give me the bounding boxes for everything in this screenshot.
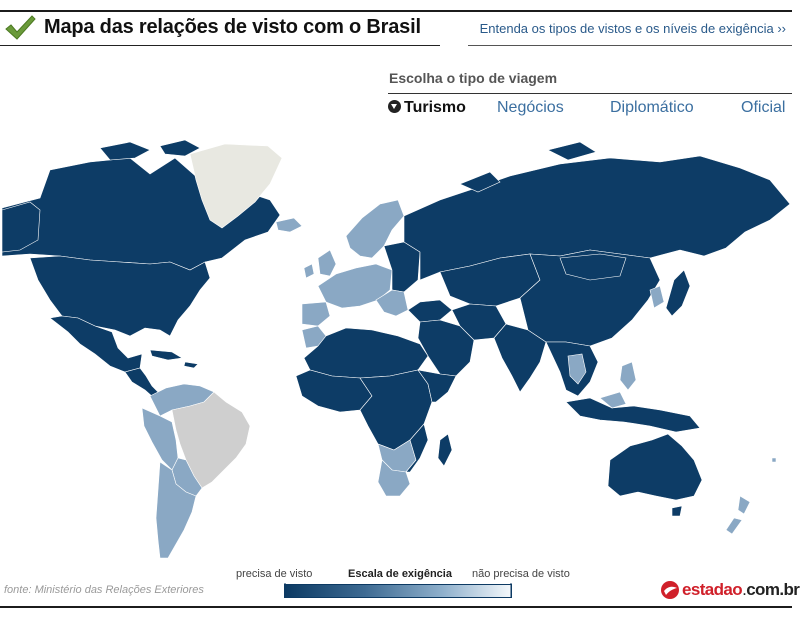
page-title: Mapa das relações de visto com o Brasil (44, 16, 421, 38)
tabs-divider (388, 93, 792, 94)
country-south-africa[interactable] (377, 459, 411, 497)
visa-types-link[interactable]: Entenda os tipos de vistos e os níveis d… (479, 21, 786, 36)
country-greenland[interactable] (189, 143, 283, 229)
country-australia[interactable] (607, 433, 703, 501)
tab-diplomatico[interactable]: Diplomático (610, 99, 694, 116)
country-india[interactable] (493, 323, 547, 393)
asia (403, 141, 791, 433)
country-philippines[interactable] (619, 361, 637, 391)
legend-right-label: não precisa de visto (472, 568, 570, 580)
tab-turismo-label: Turismo (404, 99, 466, 116)
travel-type-heading: Escolha o tipo de viagem (389, 70, 558, 86)
country-turkey-caucasus[interactable] (407, 299, 453, 323)
country-iberia[interactable] (301, 301, 331, 327)
country-japan[interactable] (665, 269, 691, 317)
country-indonesia[interactable] (565, 397, 701, 433)
title-underline (0, 45, 440, 46)
estadao-logo[interactable]: estadao.com.br (660, 578, 800, 602)
world-map (1, 140, 791, 559)
tab-oficial[interactable]: Oficial (741, 99, 786, 116)
country-pacific-islands[interactable] (771, 457, 777, 463)
country-new-zealand[interactable] (725, 495, 751, 535)
data-source: fonte: Ministério das Relações Exteriore… (4, 584, 204, 596)
logo-brand: estadao (682, 580, 743, 599)
bottom-rule (0, 606, 792, 608)
tab-negocios[interactable]: Negócios (497, 99, 564, 116)
country-malaysia-borneo[interactable] (599, 391, 627, 409)
estadao-logo-text: estadao.com.br (682, 580, 800, 600)
logo-tld: com.br (746, 580, 800, 599)
country-usa[interactable] (29, 255, 211, 337)
legend-title: Escala de exigência (348, 568, 452, 580)
chevron-down-icon (388, 100, 401, 113)
legend-left-label: precisa de visto (236, 568, 313, 580)
oceania (607, 433, 777, 535)
country-western-europe[interactable] (317, 263, 393, 309)
link-underline (468, 45, 792, 46)
country-peru-ecuador[interactable] (141, 407, 179, 471)
country-china[interactable] (519, 249, 661, 347)
logo-dot: . (742, 580, 747, 599)
country-uk-ireland[interactable] (303, 249, 337, 279)
header: Mapa das relações de visto com o Brasil … (0, 12, 792, 46)
checkmark-icon (5, 15, 36, 40)
south-america (141, 383, 251, 559)
country-argentina-chile[interactable] (155, 461, 197, 559)
country-caribbean[interactable] (149, 349, 199, 369)
country-iceland[interactable] (275, 217, 303, 233)
country-alaska[interactable] (1, 201, 41, 253)
country-scandinavia[interactable] (345, 199, 405, 259)
country-mexico[interactable] (49, 315, 143, 373)
africa (295, 325, 457, 497)
top-rule (0, 10, 792, 12)
country-horn-of-africa[interactable] (417, 369, 457, 403)
country-thailand-vietnam[interactable] (567, 353, 587, 385)
country-russia-islands[interactable] (459, 141, 597, 193)
country-brazil[interactable] (171, 391, 251, 489)
country-canada-islands[interactable] (99, 140, 201, 161)
tab-turismo[interactable]: Turismo (388, 99, 466, 117)
legend-ticks (284, 583, 512, 597)
country-tasmania[interactable] (671, 505, 683, 517)
europe (301, 199, 421, 327)
country-mozambique[interactable] (405, 423, 429, 473)
country-madagascar[interactable] (437, 433, 453, 467)
estadao-logo-mark-icon (661, 581, 679, 599)
country-korea[interactable] (649, 285, 665, 309)
travel-type-tabs: Turismo Negócios Diplomático Oficial (388, 97, 792, 121)
country-middle-east[interactable] (417, 319, 475, 377)
country-mongolia[interactable] (559, 253, 627, 281)
